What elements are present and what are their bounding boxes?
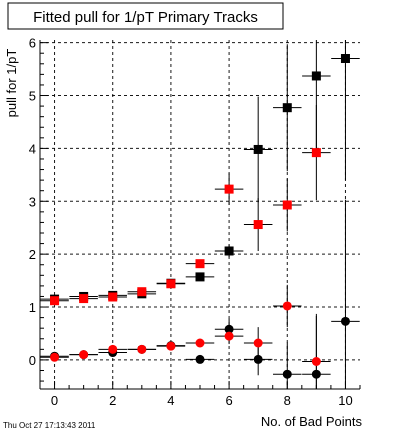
data-point-circle bbox=[79, 350, 89, 360]
data-point-circle bbox=[137, 344, 147, 354]
data-point-square bbox=[137, 287, 147, 297]
data-point-circle bbox=[253, 338, 263, 348]
data-point-circle bbox=[195, 338, 205, 348]
series-3 bbox=[40, 199, 360, 389]
data-point-square bbox=[311, 148, 321, 158]
x-tick-label: 2 bbox=[109, 393, 116, 408]
x-tick-label: 8 bbox=[284, 393, 291, 408]
data-point-square bbox=[224, 246, 234, 256]
data-point-circle bbox=[311, 357, 321, 367]
series-2 bbox=[40, 105, 331, 306]
chart-title-box: Fitted pull for 1/pT Primary Tracks bbox=[7, 2, 284, 30]
data-point-circle bbox=[253, 354, 263, 364]
data-point-square bbox=[340, 54, 350, 64]
data-point-square bbox=[282, 103, 292, 113]
y-tick-label: 0 bbox=[29, 353, 36, 368]
x-axis-label: No. of Bad Points bbox=[261, 414, 363, 429]
data-point-square bbox=[79, 294, 89, 304]
chart-title: Fitted pull for 1/pT Primary Tracks bbox=[33, 9, 258, 26]
y-tick-label: 1 bbox=[29, 300, 36, 315]
y-tick-label: 5 bbox=[29, 89, 36, 104]
data-point-square bbox=[253, 220, 263, 230]
y-axis-label: pull for 1/pT bbox=[4, 49, 19, 118]
series-4 bbox=[40, 284, 331, 389]
data-point-square bbox=[311, 71, 321, 81]
y-tick-label: 4 bbox=[29, 141, 36, 156]
data-point-circle bbox=[282, 369, 292, 379]
data-point-circle bbox=[282, 301, 292, 311]
data-point-square bbox=[50, 296, 60, 306]
y-tick-label: 2 bbox=[29, 247, 36, 262]
grid-lines bbox=[40, 40, 360, 389]
data-point-square bbox=[253, 144, 263, 154]
data-point-circle bbox=[108, 344, 118, 354]
tick-labels: 0 2 4 6 8 10 0 1 2 3 4 5 6 bbox=[29, 36, 353, 408]
data-point-square bbox=[166, 279, 176, 289]
data-point-square bbox=[195, 259, 205, 269]
y-tick-label: 3 bbox=[29, 194, 36, 209]
data-point-square bbox=[108, 292, 118, 302]
tick-marks bbox=[39, 42, 361, 389]
data-point-square bbox=[195, 272, 205, 282]
y-tick-label: 6 bbox=[29, 36, 36, 51]
data-marks bbox=[40, 40, 360, 389]
x-tick-label: 0 bbox=[51, 393, 58, 408]
x-tick-label: 6 bbox=[225, 393, 232, 408]
data-point-square bbox=[282, 200, 292, 210]
timestamp: Thu Oct 27 17:13:43 2011 bbox=[3, 421, 96, 430]
data-point-circle bbox=[340, 316, 350, 326]
x-tick-label: 4 bbox=[167, 393, 174, 408]
data-point-circle bbox=[195, 354, 205, 364]
x-tick-label: 10 bbox=[338, 393, 352, 408]
data-point-square bbox=[224, 184, 234, 194]
data-point-circle bbox=[50, 352, 60, 362]
data-point-circle bbox=[224, 331, 234, 341]
axes bbox=[39, 40, 360, 390]
data-point-circle bbox=[166, 341, 176, 351]
